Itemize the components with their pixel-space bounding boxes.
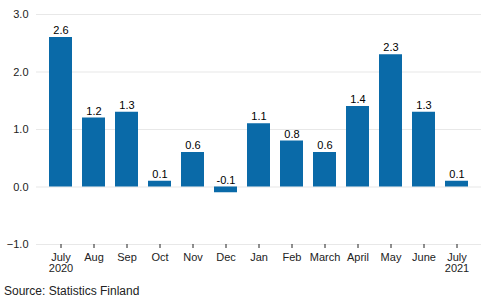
svg-text:0.1: 0.1 — [449, 168, 464, 180]
svg-text:0.0: 0.0 — [13, 181, 28, 193]
svg-text:2.3: 2.3 — [383, 41, 398, 53]
svg-text:2.6: 2.6 — [53, 24, 68, 36]
svg-text:July2020: July2020 — [49, 251, 73, 274]
svg-text:1.0: 1.0 — [13, 123, 28, 135]
svg-text:Aug: Aug — [84, 251, 104, 263]
svg-text:Oct: Oct — [151, 251, 168, 263]
svg-text:0.6: 0.6 — [185, 139, 200, 151]
svg-text:May: May — [381, 251, 402, 263]
svg-text:April: April — [347, 251, 369, 263]
svg-text:1.3: 1.3 — [119, 99, 134, 111]
svg-text:1.4: 1.4 — [350, 93, 365, 105]
svg-text:-0.1: -0.1 — [217, 174, 236, 186]
svg-text:Sep: Sep — [117, 251, 137, 263]
svg-text:2.0: 2.0 — [13, 66, 28, 78]
svg-text:0.6: 0.6 — [317, 139, 332, 151]
svg-text:0.8: 0.8 — [284, 128, 299, 140]
svg-text:3.0: 3.0 — [13, 8, 28, 20]
svg-text:Nov: Nov — [183, 251, 203, 263]
svg-text:July2021: July2021 — [445, 251, 469, 274]
svg-text:1.3: 1.3 — [416, 99, 431, 111]
svg-text:1.2: 1.2 — [86, 105, 101, 117]
svg-text:Dec: Dec — [216, 251, 236, 263]
svg-text:0.1: 0.1 — [152, 168, 167, 180]
svg-text:1.1: 1.1 — [251, 110, 266, 122]
svg-text:−1.0: −1.0 — [7, 238, 29, 250]
svg-text:Jan: Jan — [250, 251, 268, 263]
svg-text:March: March — [310, 251, 341, 263]
svg-text:June: June — [412, 251, 436, 263]
html-text:Source: Statistics Finland: Source: Statistics Finland — [4, 284, 140, 298]
svg-text:Feb: Feb — [283, 251, 302, 263]
